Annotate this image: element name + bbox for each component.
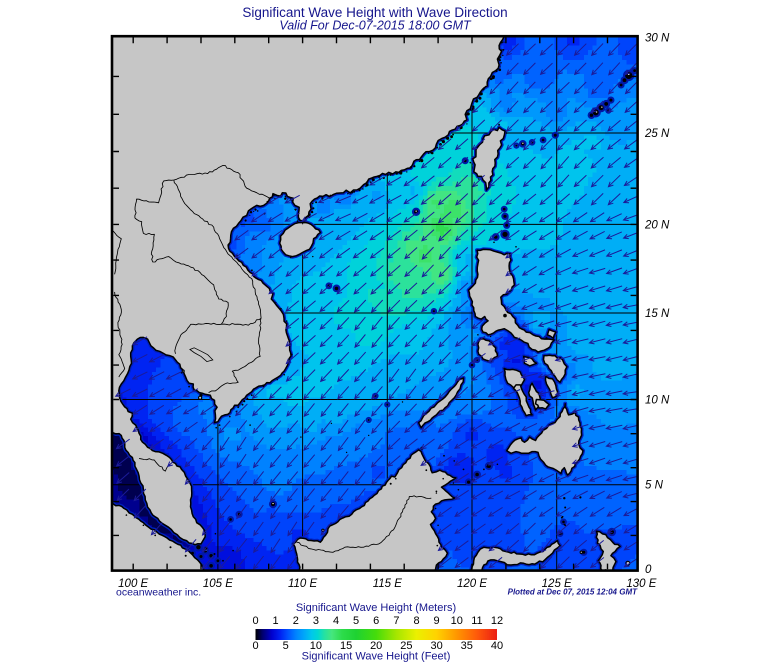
svg-text:2: 2 [293,615,299,627]
svg-text:130 E: 130 E [626,578,656,590]
svg-text:125 E: 125 E [542,578,572,590]
svg-text:105 E: 105 E [203,578,233,590]
svg-text:0: 0 [252,640,258,652]
svg-text:0: 0 [252,615,258,627]
svg-text:0: 0 [645,564,652,576]
svg-text:9: 9 [434,615,440,627]
svg-text:5: 5 [283,640,289,652]
svg-text:25 N: 25 N [644,128,670,140]
svg-text:1: 1 [273,615,279,627]
svg-text:30 N: 30 N [645,33,670,45]
svg-text:Significant Wave Height with W: Significant Wave Height with Wave Direct… [242,5,507,20]
svg-text:oceanweather inc.: oceanweather inc. [116,587,201,599]
svg-text:12: 12 [491,615,503,627]
svg-text:35: 35 [461,640,473,652]
svg-text:8: 8 [413,615,419,627]
svg-text:5: 5 [353,615,359,627]
svg-text:Significant Wave Height (Meter: Significant Wave Height (Meters) [296,602,456,614]
svg-text:20 N: 20 N [644,219,670,231]
svg-text:15: 15 [340,640,352,652]
svg-text:6: 6 [373,615,379,627]
svg-text:20: 20 [370,640,382,652]
svg-text:115 E: 115 E [373,578,403,590]
svg-text:120 E: 120 E [457,578,487,590]
svg-text:11: 11 [471,615,482,627]
svg-text:15 N: 15 N [645,308,670,320]
svg-text:7: 7 [393,615,399,627]
svg-text:Valid For Dec-07-2015 18:00 GM: Valid For Dec-07-2015 18:00 GMT [279,19,472,33]
svg-text:3: 3 [313,615,319,627]
svg-text:10: 10 [310,640,322,652]
svg-text:5 N: 5 N [645,480,664,492]
svg-text:4: 4 [333,615,339,627]
svg-text:Significant Wave Height (Feet): Significant Wave Height (Feet) [302,651,451,663]
svg-text:10 N: 10 N [645,395,670,407]
svg-text:30: 30 [430,640,442,652]
svg-text:110 E: 110 E [288,578,318,590]
svg-text:Plotted at Dec 07, 2015 12:04: Plotted at Dec 07, 2015 12:04 GMT [508,588,639,597]
svg-text:40: 40 [491,640,503,652]
svg-text:100 E: 100 E [118,578,148,590]
svg-text:10: 10 [451,615,463,627]
svg-text:25: 25 [400,640,412,652]
